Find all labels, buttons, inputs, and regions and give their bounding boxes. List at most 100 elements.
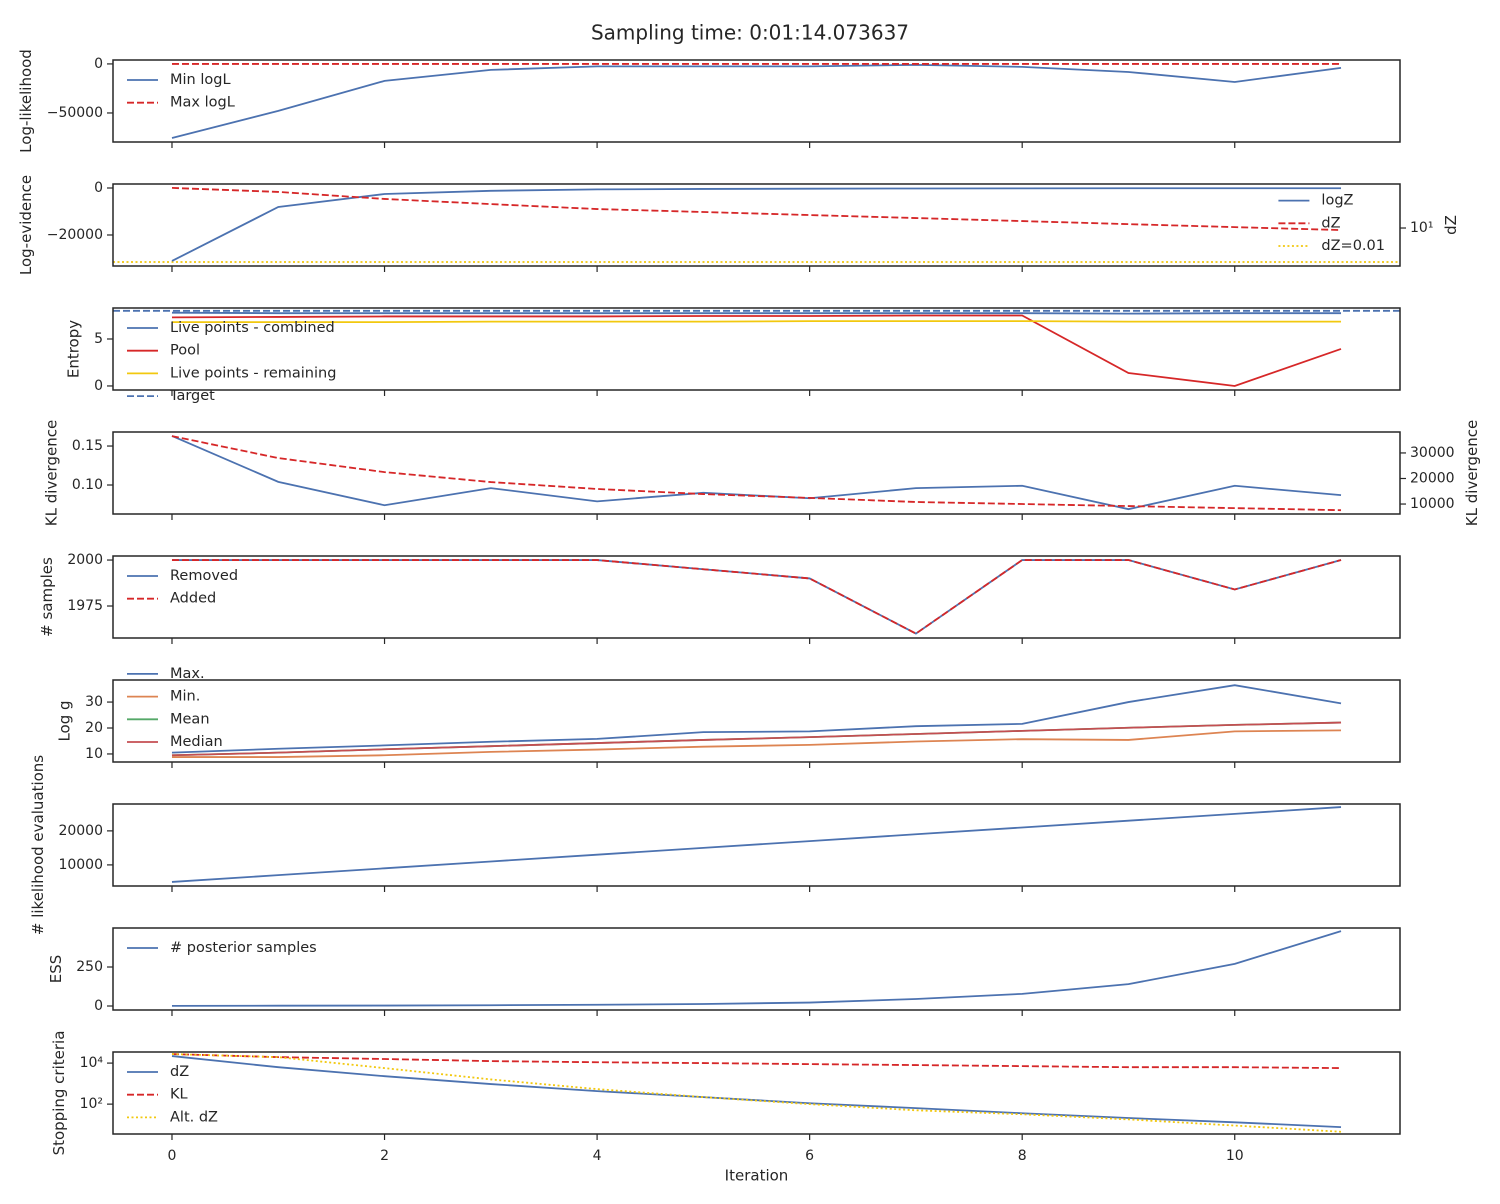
y-tick-label: −20000 xyxy=(47,227,103,243)
axes-frame xyxy=(112,307,1401,391)
y-axis-label: Entropy xyxy=(65,320,83,378)
y-tick-label: 10² xyxy=(80,1096,103,1112)
series-line xyxy=(171,559,1342,635)
y-axis-label: Log-likelihood xyxy=(17,49,35,153)
series-line xyxy=(171,930,1342,1007)
series-line xyxy=(171,806,1342,883)
y2-axis-label: dZ xyxy=(1442,215,1460,235)
series-line xyxy=(171,187,1342,231)
legend-label: Max. xyxy=(170,666,205,682)
legend-label: Mean xyxy=(170,711,210,727)
axes-frame xyxy=(112,803,1401,887)
series-line xyxy=(171,320,1342,323)
series-line xyxy=(171,721,1342,757)
axes-frame xyxy=(112,555,1401,639)
panel: 10000 20000 # likelihood evaluations xyxy=(29,755,1401,935)
panel: 0.10 0.15 KL divergence 10000 20000 30000 KL d… xyxy=(42,420,1481,526)
figure-title: Sampling time: 0:01:14.073637 xyxy=(591,21,909,45)
panel: 1975 2000 # samples Removed Added xyxy=(38,552,1401,644)
plot-area xyxy=(171,684,1342,758)
x-tick-label: 4 xyxy=(593,1148,602,1164)
plot-area xyxy=(171,63,1342,139)
legend-label: Max logL xyxy=(170,95,235,111)
plot-area xyxy=(171,559,1342,635)
legend-label: dZ xyxy=(1321,215,1340,231)
legend-label: Min. xyxy=(170,689,200,705)
y-tick-label: 20000 xyxy=(58,823,103,839)
y-tick-label: 10 xyxy=(85,746,103,762)
y2-tick-label: 30000 xyxy=(1410,445,1455,461)
y-tick-label: 0 xyxy=(94,998,103,1014)
y2-tick-label: 10¹ xyxy=(1410,220,1433,236)
plot-area xyxy=(171,930,1342,1007)
axes-frame xyxy=(112,679,1401,763)
series-line xyxy=(171,1053,1342,1069)
y-tick-label: 0 xyxy=(94,56,103,72)
plot-area xyxy=(113,309,1400,387)
series-line xyxy=(171,729,1342,758)
y-axis-label: Log g xyxy=(56,700,74,741)
y-axis-label: Log-evidence xyxy=(17,175,35,275)
legend-label: dZ xyxy=(170,1064,189,1080)
series-line xyxy=(171,1053,1342,1133)
legend-label: Alt. dZ xyxy=(170,1109,218,1125)
y-axis-label: # samples xyxy=(38,557,56,637)
legend-label: KL xyxy=(170,1087,188,1103)
legend-label: Min logL xyxy=(170,72,231,88)
series-line xyxy=(171,311,1342,315)
x-tick-label: 8 xyxy=(1018,1148,1027,1164)
y2-tick-label: 10000 xyxy=(1410,496,1455,512)
y2-tick-label: 20000 xyxy=(1410,470,1455,486)
panel: 10 20 30 Log g Max. Min. Mean Median xyxy=(56,666,1401,768)
y-tick-label: 0 xyxy=(94,180,103,196)
y-tick-label: 0.15 xyxy=(72,438,103,454)
axes-frame xyxy=(112,431,1401,515)
x-tick-label: 10 xyxy=(1226,1148,1244,1164)
series-line xyxy=(171,64,1342,139)
series-line xyxy=(171,187,1342,262)
x-tick-label: 6 xyxy=(805,1148,814,1164)
plot-area xyxy=(113,187,1400,263)
axes-frame xyxy=(112,1051,1401,1135)
axes-frame xyxy=(112,183,1401,267)
y-tick-label: 2000 xyxy=(67,552,103,568)
legend-label: # posterior samples xyxy=(170,940,317,956)
y-tick-label: 5 xyxy=(94,331,103,347)
axes-frame xyxy=(112,59,1401,143)
x-tick-label: 0 xyxy=(168,1148,177,1164)
y-tick-label: 20 xyxy=(85,720,103,736)
x-tick-label: 2 xyxy=(380,1148,389,1164)
legend-label: dZ=0.01 xyxy=(1321,238,1385,254)
plot-area xyxy=(171,806,1342,883)
series-line xyxy=(171,435,1342,511)
panel: −20000 0 Log-evidence 10¹ dZ logZ dZ dZ=0.01 xyxy=(17,175,1460,275)
axes-frame xyxy=(112,927,1401,1011)
y-tick-label: −50000 xyxy=(47,105,103,121)
y-axis-label: Stopping criteria xyxy=(50,1031,68,1156)
y-tick-label: 10⁴ xyxy=(80,1055,104,1071)
series-line xyxy=(171,314,1342,387)
legend-label: Added xyxy=(170,591,216,607)
legend-label: Live points - combined xyxy=(170,320,335,336)
y-tick-label: 10000 xyxy=(58,857,103,873)
legend-label: logZ xyxy=(1321,193,1353,209)
plot-area xyxy=(171,435,1342,512)
legend-label: Median xyxy=(170,734,223,750)
y-tick-label: 0.10 xyxy=(72,477,103,493)
y-axis-label: KL divergence xyxy=(42,420,60,526)
panel: 0 2 4 6 8 10 Iteration 10² 10⁴ Stopping criteria d… xyxy=(50,1031,1401,1185)
y-tick-label: 250 xyxy=(76,959,103,975)
series-line xyxy=(171,435,1342,512)
legend-label: Live points - remaining xyxy=(170,365,336,381)
series-line xyxy=(171,684,1342,754)
y-axis-label: # likelihood evaluations xyxy=(29,755,47,935)
y-tick-label: 1975 xyxy=(67,598,103,614)
panel: 0 250 ESS # posterior samples xyxy=(47,927,1401,1016)
legend-label: Removed xyxy=(170,568,238,584)
y-axis-label: ESS xyxy=(47,955,65,984)
y2-axis-label: KL divergence xyxy=(1463,420,1481,526)
panel: −50000 0 Log-likelihood Min logL Max logL xyxy=(17,49,1401,153)
y-tick-label: 30 xyxy=(85,694,103,710)
y-tick-label: 0 xyxy=(94,378,103,394)
